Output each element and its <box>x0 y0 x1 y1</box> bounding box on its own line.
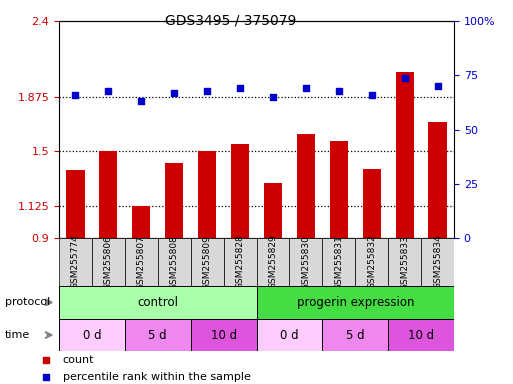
Text: GSM255807: GSM255807 <box>137 235 146 290</box>
Text: GSM255809: GSM255809 <box>203 235 212 290</box>
Bar <box>297 134 315 238</box>
Text: 5 d: 5 d <box>346 329 365 341</box>
Point <box>334 88 343 94</box>
Bar <box>158 238 191 286</box>
Text: protocol: protocol <box>5 297 50 308</box>
Bar <box>256 319 322 351</box>
Bar <box>165 163 183 238</box>
Point <box>104 88 112 94</box>
Point <box>203 88 211 94</box>
Text: 5 d: 5 d <box>148 329 167 341</box>
Text: GSM255832: GSM255832 <box>367 235 376 290</box>
Text: 0 d: 0 d <box>280 329 299 341</box>
Bar <box>125 319 191 351</box>
Bar <box>388 238 421 286</box>
Bar <box>322 319 388 351</box>
Text: GDS3495 / 375079: GDS3495 / 375079 <box>165 13 297 27</box>
Text: GSM255830: GSM255830 <box>301 235 310 290</box>
Point <box>71 92 80 98</box>
Point <box>42 358 50 364</box>
Bar <box>363 169 381 238</box>
Bar <box>59 319 125 351</box>
Text: GSM255831: GSM255831 <box>334 235 343 290</box>
Bar <box>198 151 216 238</box>
Bar <box>125 238 158 286</box>
Text: progerin expression: progerin expression <box>297 296 414 309</box>
Bar <box>132 206 150 238</box>
Bar <box>421 238 454 286</box>
Point <box>368 92 376 98</box>
Bar <box>256 238 289 286</box>
Bar <box>224 238 256 286</box>
Text: GSM255774: GSM255774 <box>71 235 80 290</box>
Bar <box>264 183 282 238</box>
Bar <box>66 170 85 238</box>
Bar <box>59 286 256 319</box>
Point <box>302 85 310 91</box>
Bar <box>231 144 249 238</box>
Text: time: time <box>5 330 30 340</box>
Bar <box>100 151 117 238</box>
Point <box>269 94 277 100</box>
Bar <box>428 122 447 238</box>
Text: 10 d: 10 d <box>210 329 236 341</box>
Text: GSM255833: GSM255833 <box>400 235 409 290</box>
Bar <box>256 286 454 319</box>
Bar <box>59 238 92 286</box>
Text: GSM255808: GSM255808 <box>170 235 179 290</box>
Point <box>401 74 409 81</box>
Point <box>433 83 442 89</box>
Text: 10 d: 10 d <box>408 329 434 341</box>
Point <box>137 98 145 104</box>
Text: GSM255834: GSM255834 <box>433 235 442 290</box>
Bar <box>330 141 348 238</box>
Text: count: count <box>63 356 94 366</box>
Bar <box>355 238 388 286</box>
Text: GSM255806: GSM255806 <box>104 235 113 290</box>
Bar <box>191 319 256 351</box>
Text: control: control <box>137 296 178 309</box>
Bar <box>396 72 413 238</box>
Text: GSM255829: GSM255829 <box>268 235 278 290</box>
Text: percentile rank within the sample: percentile rank within the sample <box>63 372 251 382</box>
Bar <box>289 238 322 286</box>
Text: 0 d: 0 d <box>83 329 101 341</box>
Bar <box>92 238 125 286</box>
Point <box>170 89 179 96</box>
Bar <box>388 319 454 351</box>
Bar <box>322 238 355 286</box>
Bar <box>191 238 224 286</box>
Point <box>42 374 50 380</box>
Text: GSM255828: GSM255828 <box>235 235 245 290</box>
Point <box>236 85 244 91</box>
